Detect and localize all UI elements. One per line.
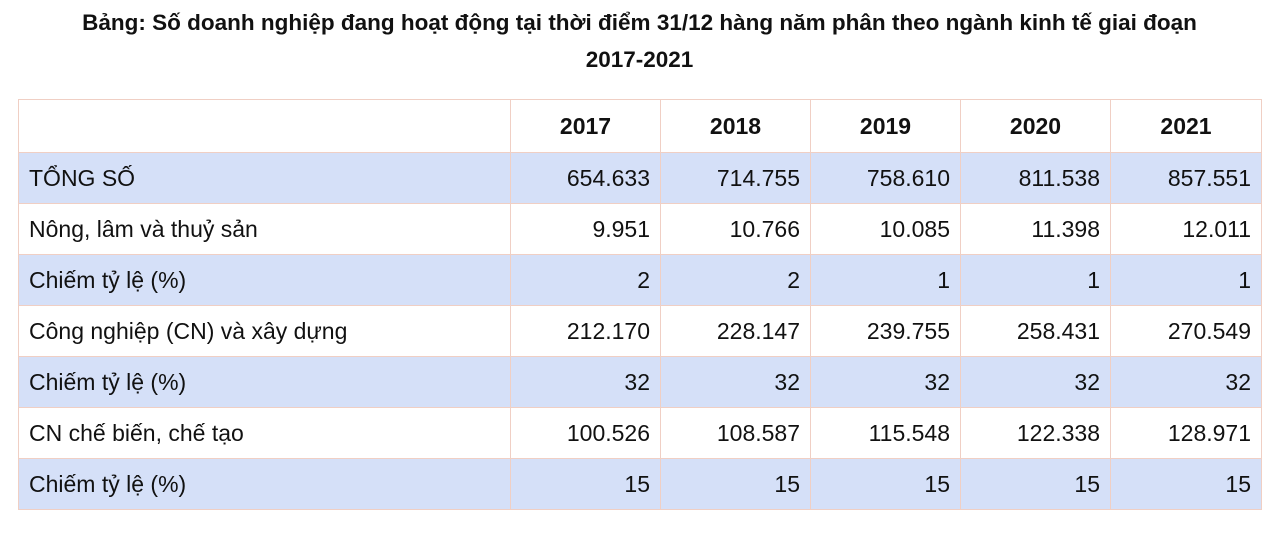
table-title-line-2: 2017-2021 — [585, 47, 694, 72]
cell-value: 654.633 — [510, 152, 661, 204]
cell-value: 128.971 — [1110, 407, 1262, 459]
cell-value: 15 — [810, 458, 961, 510]
cell-value: 100.526 — [510, 407, 661, 459]
cell-value: 15 — [960, 458, 1111, 510]
cell-value: 857.551 — [1110, 152, 1262, 204]
cell-value: 108.587 — [660, 407, 811, 459]
row-label: Nông, lâm và thuỷ sản — [18, 203, 511, 255]
cell-value: 10.085 — [810, 203, 961, 255]
header-year-2020: 2020 — [960, 99, 1111, 153]
cell-value: 228.147 — [660, 305, 811, 357]
table-row-industry-construction-share: Chiếm tỷ lệ (%) 32 32 32 32 32 — [18, 356, 1262, 408]
cell-value: 32 — [510, 356, 661, 408]
row-label: Chiếm tỷ lệ (%) — [18, 458, 511, 510]
cell-value: 239.755 — [810, 305, 961, 357]
cell-value: 2 — [510, 254, 661, 306]
cell-value: 9.951 — [510, 203, 661, 255]
cell-value: 15 — [1110, 458, 1262, 510]
row-label: CN chế biến, chế tạo — [18, 407, 511, 459]
header-year-2019: 2019 — [810, 99, 961, 153]
cell-value: 270.549 — [1110, 305, 1262, 357]
cell-value: 32 — [660, 356, 811, 408]
header-year-2021: 2021 — [1110, 99, 1262, 153]
table-row-industry-construction: Công nghiệp (CN) và xây dựng 212.170 228… — [18, 305, 1262, 357]
enterprise-table: 2017 2018 2019 2020 2021 TỔNG SỐ 654.633… — [18, 99, 1262, 510]
cell-value: 1 — [810, 254, 961, 306]
cell-value: 15 — [510, 458, 661, 510]
row-label: Chiếm tỷ lệ (%) — [18, 254, 511, 306]
cell-value: 11.398 — [960, 203, 1111, 255]
cell-value: 12.011 — [1110, 203, 1262, 255]
cell-value: 122.338 — [960, 407, 1111, 459]
header-corner-cell — [18, 99, 511, 153]
cell-value: 32 — [810, 356, 961, 408]
cell-value: 811.538 — [960, 152, 1111, 204]
cell-value: 32 — [1110, 356, 1262, 408]
table-row-agriculture-share: Chiếm tỷ lệ (%) 2 2 1 1 1 — [18, 254, 1262, 306]
header-year-2018: 2018 — [660, 99, 811, 153]
table-title-line-1: Bảng: Số doanh nghiệp đang hoạt động tại… — [82, 10, 1197, 35]
table-row-total: TỔNG SỐ 654.633 714.755 758.610 811.538 … — [18, 152, 1262, 204]
cell-value: 15 — [660, 458, 811, 510]
row-label: Chiếm tỷ lệ (%) — [18, 356, 511, 408]
cell-value: 2 — [660, 254, 811, 306]
header-row: 2017 2018 2019 2020 2021 — [18, 99, 1262, 153]
table-row-manufacturing-share: Chiếm tỷ lệ (%) 15 15 15 15 15 — [18, 458, 1262, 510]
cell-value: 10.766 — [660, 203, 811, 255]
cell-value: 714.755 — [660, 152, 811, 204]
table-row-agriculture: Nông, lâm và thuỷ sản 9.951 10.766 10.08… — [18, 203, 1262, 255]
table-row-manufacturing: CN chế biến, chế tạo 100.526 108.587 115… — [18, 407, 1262, 459]
cell-value: 258.431 — [960, 305, 1111, 357]
row-label: TỔNG SỐ — [18, 152, 511, 204]
row-label: Công nghiệp (CN) và xây dựng — [18, 305, 511, 357]
cell-value: 212.170 — [510, 305, 661, 357]
cell-value: 1 — [1110, 254, 1262, 306]
cell-value: 32 — [960, 356, 1111, 408]
table-title: Bảng: Số doanh nghiệp đang hoạt động tại… — [0, 4, 1279, 78]
cell-value: 758.610 — [810, 152, 961, 204]
header-year-2017: 2017 — [510, 99, 661, 153]
cell-value: 1 — [960, 254, 1111, 306]
cell-value: 115.548 — [810, 407, 961, 459]
